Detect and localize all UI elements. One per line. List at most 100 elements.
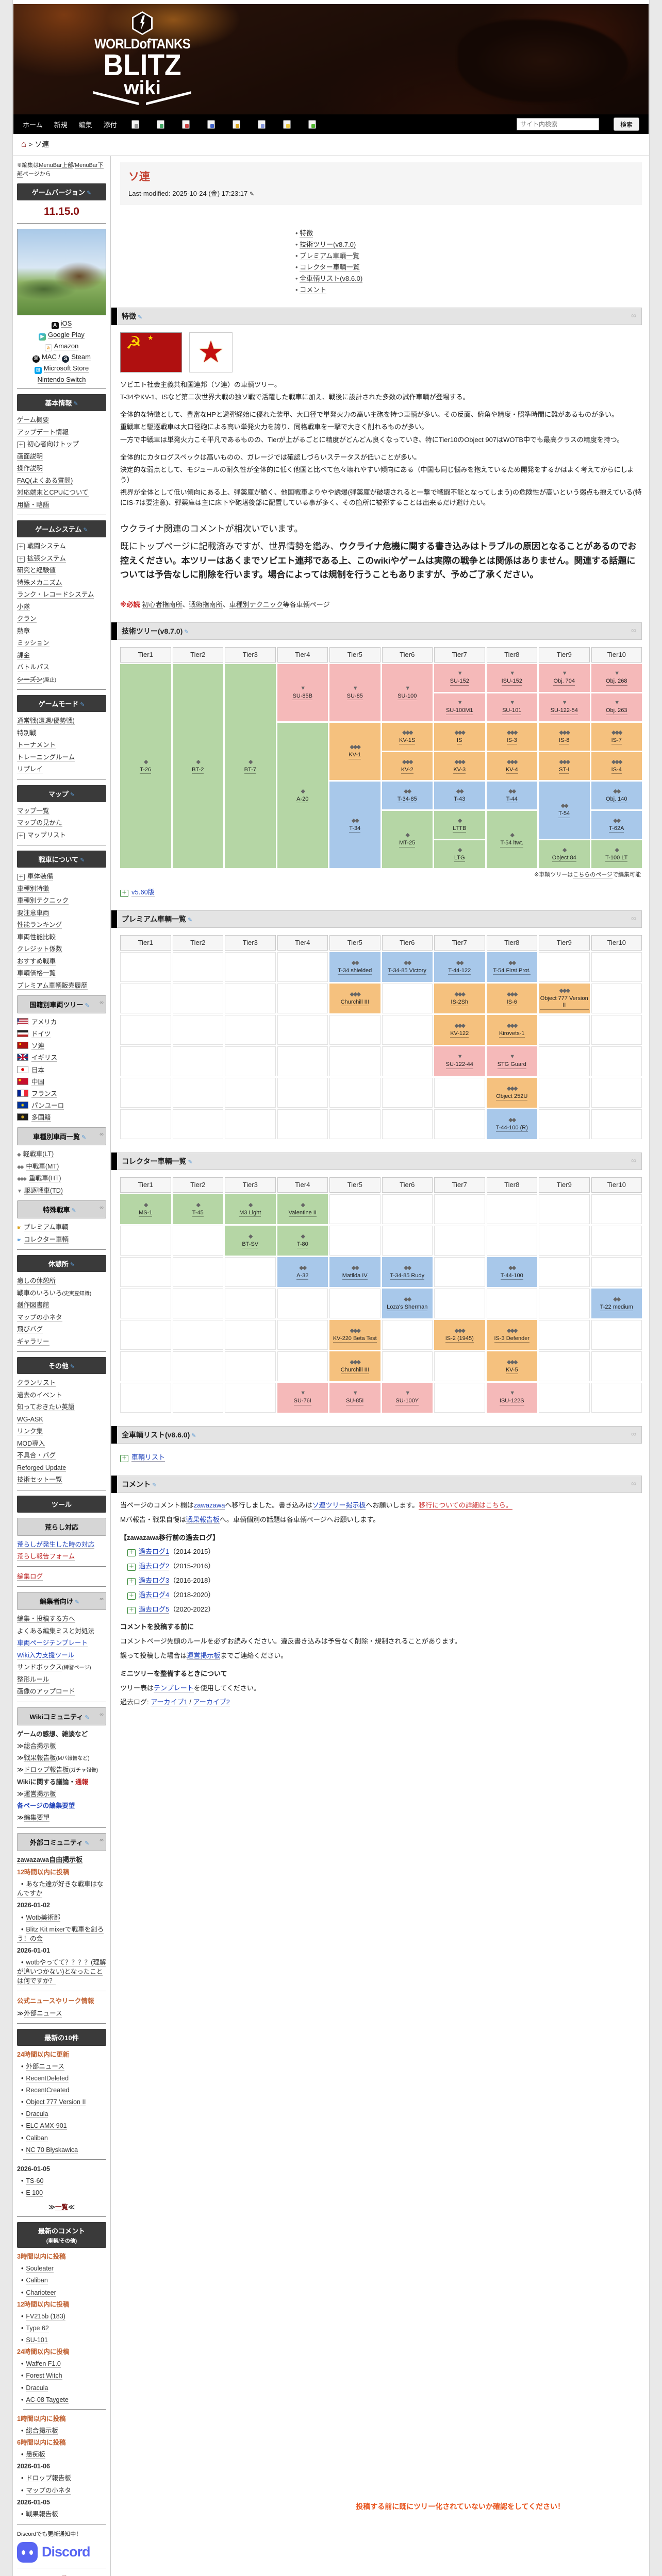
- sidebar-header-editor[interactable]: ∞ 編集者向け ✎: [17, 1592, 106, 1610]
- pencil-icon[interactable]: ✎: [81, 1134, 87, 1141]
- comment-part[interactable]: （2018-2020）: [169, 1590, 215, 1599]
- nintendo-switch-link[interactable]: Nintendo Switch: [37, 376, 86, 384]
- pencil-icon[interactable]: ✎: [80, 702, 85, 708]
- sidebar-header-rest[interactable]: 休憩所 ✎: [17, 1255, 106, 1273]
- tank-cell[interactable]: ◆◆ T-34-85 Victory: [382, 952, 433, 982]
- tank-link[interactable]: Object 777 Version II: [540, 995, 589, 1010]
- tank-link[interactable]: STG Guard: [497, 1061, 526, 1069]
- anchor-link-icon[interactable]: ∞: [631, 625, 636, 634]
- pencil-icon[interactable]: ✎: [85, 1840, 90, 1847]
- comment-part[interactable]: アーカイブ2: [193, 1698, 230, 1707]
- tank-link[interactable]: T-43: [454, 796, 466, 804]
- sidebar-header-mode[interactable]: ゲームモード ✎: [17, 695, 106, 712]
- tank-link[interactable]: IS-2Sh: [451, 999, 469, 1007]
- tank-cell[interactable]: ◆ A-20: [277, 722, 328, 868]
- pencil-icon[interactable]: ✎: [71, 1208, 76, 1214]
- link-icon[interactable]: ∞: [100, 1131, 104, 1138]
- sidebar-header-special[interactable]: ∞ 特殊戦車 ✎: [17, 1200, 106, 1219]
- tank-link[interactable]: SU-85I: [346, 1398, 364, 1405]
- tank-cell[interactable]: ◆ T-45: [172, 1194, 223, 1224]
- tank-cell[interactable]: ◆ MT-25: [382, 810, 433, 868]
- tank-link[interactable]: A-20: [296, 796, 309, 804]
- comment-part[interactable]: アーカイブ1: [151, 1698, 188, 1707]
- comment-part[interactable]: （2020-2022）: [169, 1605, 215, 1613]
- comment-part[interactable]: コメントを投稿する前に: [120, 1623, 194, 1631]
- comment-part[interactable]: 当ページのコメント欄は: [120, 1501, 194, 1509]
- tank-link[interactable]: IS-3: [506, 737, 517, 745]
- sidebar-header-tank[interactable]: 戦車について ✎: [17, 851, 106, 868]
- tank-cell[interactable]: ◆◆ T-34-85 Rudy: [382, 1257, 433, 1287]
- ios-link[interactable]: iOS: [60, 319, 72, 328]
- tank-link[interactable]: Kirovets-1: [499, 1030, 525, 1038]
- expand-plus-icon[interactable]: ＋: [120, 889, 128, 897]
- comment-part[interactable]: コメントページ先頭のルールを必ずお読みください。違反書き込みは予告なく削除・規制…: [120, 1637, 461, 1646]
- tank-link[interactable]: KV-2: [401, 767, 413, 774]
- sidebar-header-wiki-community[interactable]: ∞ Wikiコミュニティ ✎: [17, 1707, 106, 1725]
- tank-link[interactable]: SU-100: [398, 693, 417, 701]
- comment-part[interactable]: 過去ログ5: [139, 1605, 170, 1614]
- tank-link[interactable]: Obj. 263: [605, 707, 627, 715]
- tank-cell[interactable]: ◆◆ A-32: [277, 1257, 328, 1287]
- tank-link[interactable]: T-44-100 (R): [495, 1125, 528, 1132]
- pencil-icon[interactable]: ✎: [70, 791, 75, 798]
- tank-cell[interactable]: ◆◆ Loza's Sherman: [382, 1288, 433, 1318]
- anchor-link-icon[interactable]: ∞: [631, 1156, 636, 1164]
- nav-menu-item[interactable]: 新規: [54, 121, 68, 129]
- tank-cell[interactable]: ◆ T-54 ltwt.: [486, 810, 537, 868]
- page-help-icon[interactable]: [308, 120, 316, 129]
- tank-link[interactable]: BT-7: [244, 767, 256, 774]
- tank-link[interactable]: IS-8: [559, 737, 570, 745]
- expand-plus-icon[interactable]: ＋: [17, 832, 25, 839]
- comment-part[interactable]: （2015-2016）: [169, 1562, 215, 1570]
- pencil-icon[interactable]: ✎: [151, 1482, 157, 1488]
- tank-cell[interactable]: ◆◆◆ IS-8: [539, 722, 590, 751]
- tank-link[interactable]: IS-3 Defender: [494, 1335, 529, 1343]
- toc-link[interactable]: 特徴: [300, 229, 313, 238]
- comment-part[interactable]: ＋: [127, 1592, 136, 1600]
- tank-cell[interactable]: ▼ SU-100Y: [382, 1382, 433, 1413]
- comment-part[interactable]: ＋: [127, 1564, 136, 1571]
- comment-part[interactable]: /: [187, 1698, 193, 1706]
- tank-link[interactable]: T-34-85 Victory: [388, 968, 426, 975]
- comment-part[interactable]: 運営掲示板: [187, 1651, 221, 1660]
- search-input[interactable]: [516, 118, 599, 130]
- comment-part[interactable]: ミニツリーを整備するときについて: [120, 1669, 227, 1677]
- comment-part[interactable]: 過去ログ3: [139, 1576, 170, 1585]
- sidebar-header-system[interactable]: ゲームシステム ✎: [17, 520, 106, 537]
- tank-cell[interactable]: ◆ BT-2: [172, 664, 223, 868]
- tank-link[interactable]: LTG: [454, 855, 465, 862]
- site-banner[interactable]: WORLDofTANKS BLITZ wiki: [13, 4, 649, 114]
- tank-cell[interactable]: ◆ BT-7: [225, 664, 276, 868]
- comment-part[interactable]: 【zawazawa移行前の過去ログ】: [120, 1533, 220, 1541]
- tank-cell[interactable]: ◆◆ T-54: [539, 781, 590, 839]
- tank-cell[interactable]: ▼ Obj. 704: [539, 664, 590, 692]
- tank-link[interactable]: Obj. 704: [553, 678, 575, 686]
- edit-log-link[interactable]: 編集ログ: [17, 1572, 43, 1581]
- tank-link[interactable]: KV-122: [450, 1030, 469, 1038]
- expand-plus-icon[interactable]: ＋: [17, 874, 25, 880]
- tank-cell[interactable]: ◆ Valentine II: [277, 1194, 328, 1224]
- sidebar-header-nation-tree[interactable]: ∞ 国籍別車両ツリー ✎: [17, 995, 106, 1013]
- mac-link[interactable]: MAC: [42, 353, 57, 361]
- zawazawa-link[interactable]: zawazawa自由掲示板: [17, 1856, 83, 1865]
- toc-link[interactable]: コレクター車輌一覧: [300, 263, 360, 272]
- nav-menu-item[interactable]: 編集: [78, 121, 92, 129]
- tank-cell[interactable]: ▼ Obj. 268: [591, 664, 642, 692]
- tank-cell[interactable]: ▼ SU-85B: [277, 664, 328, 721]
- tank-link[interactable]: KV-4: [505, 767, 518, 774]
- tank-link[interactable]: SU-122-54: [550, 707, 578, 715]
- tank-link[interactable]: Object 252U: [496, 1093, 528, 1101]
- comment-part[interactable]: 移行についての詳細はこちら。: [419, 1501, 512, 1510]
- comment-part[interactable]: 戦果報告板: [186, 1515, 220, 1524]
- comment-part[interactable]: テンプレート: [154, 1684, 194, 1692]
- tank-link[interactable]: Loza's Sherman: [387, 1304, 428, 1312]
- comment-part[interactable]: へお願いします。: [366, 1501, 419, 1509]
- tank-cell[interactable]: ◆◆ T-22 medium: [591, 1288, 642, 1318]
- tank-link[interactable]: Obj. 140: [605, 796, 627, 804]
- amazon-link[interactable]: Amazon: [54, 342, 79, 350]
- tank-cell[interactable]: ▼ SU-85: [329, 664, 380, 721]
- tank-link[interactable]: T-100 LT: [605, 855, 628, 862]
- page-new-icon[interactable]: [283, 120, 291, 129]
- tank-link[interactable]: SU-122-44: [445, 1061, 473, 1069]
- tank-cell[interactable]: ◆◆◆ Churchill III: [329, 1351, 380, 1381]
